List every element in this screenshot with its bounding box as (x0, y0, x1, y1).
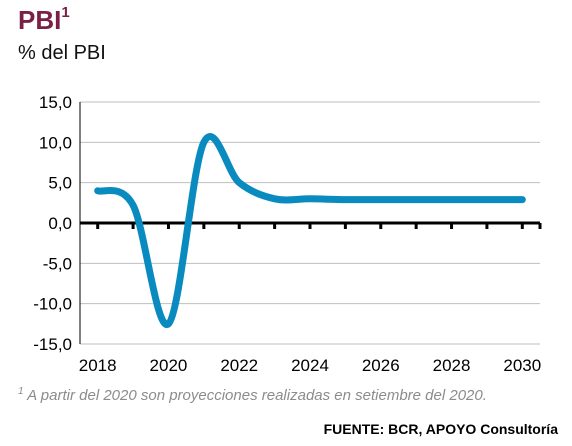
axes (79, 102, 542, 344)
series-layer (94, 133, 526, 328)
footnote: 1 A partir del 2020 son proyecciones rea… (18, 386, 487, 404)
x-tick-label: 2018 (79, 356, 117, 375)
y-tick-label: 5,0 (48, 174, 72, 193)
x-tick-label: 2022 (220, 356, 258, 375)
data-point (344, 199, 346, 201)
data-point (132, 204, 134, 206)
data-point (203, 141, 205, 143)
data-point (521, 199, 523, 201)
data-point (167, 323, 169, 325)
y-tick-label: -15,0 (33, 335, 72, 354)
data-point (274, 198, 276, 200)
y-tick-label: 10,0 (39, 133, 72, 152)
y-tick-label: 15,0 (39, 93, 72, 112)
footnote-text: A partir del 2020 son proyecciones reali… (23, 387, 487, 404)
data-point (415, 199, 417, 201)
chart-title-text: PBI (18, 5, 62, 35)
source-credit: FUENTE: BCR, APOYO Consultoría (323, 421, 558, 437)
y-tick-label: -10,0 (33, 295, 72, 314)
data-point (380, 199, 382, 201)
x-tick-label: 2024 (291, 356, 329, 375)
x-tick-label: 2026 (362, 356, 400, 375)
series-line (94, 133, 526, 328)
x-tick-label: 2028 (433, 356, 471, 375)
footnote-marker: 1 (18, 386, 24, 397)
x-tick-label: 2020 (150, 356, 188, 375)
title-footnote-marker: 1 (61, 4, 70, 22)
tick-labels: 15,0 10,0 5,0 0,0 -5,0 -10,0 -15,0 2018 2020 2022… (33, 93, 541, 375)
chart-subtitle: % del PBI (18, 42, 106, 64)
x-tick-label: 2030 (503, 356, 541, 375)
y-tick-label: 0,0 (48, 214, 72, 233)
data-point (486, 199, 488, 201)
data-point (97, 190, 99, 192)
chart-title: PBI1 (18, 4, 70, 36)
y-tick-label: -5,0 (43, 254, 72, 273)
data-point (451, 199, 453, 201)
data-point (238, 182, 240, 184)
data-point (309, 198, 311, 200)
